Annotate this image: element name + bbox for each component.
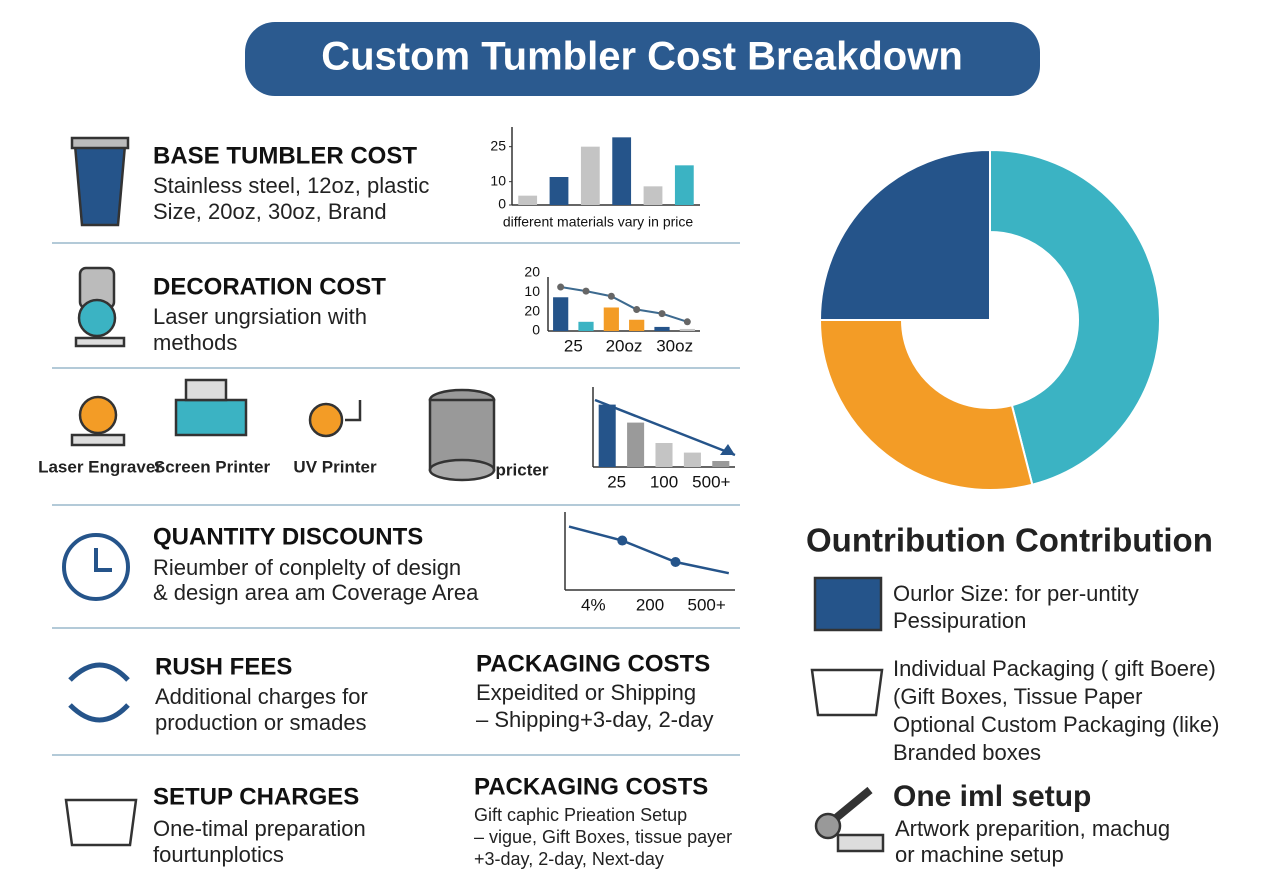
trend-point [658, 310, 666, 318]
donut-segment [818, 148, 991, 321]
section-text: Additional charges for [155, 684, 368, 709]
x-tick-label: 500+ [692, 472, 730, 491]
equipment-label: Laser Engraver [38, 457, 162, 476]
bar [612, 137, 632, 205]
y-tick-label: 25 [490, 137, 506, 153]
x-tick-label: 500+ [688, 595, 726, 614]
y-axis-label: 20 [524, 302, 540, 318]
x-tick-label: 30oz [656, 336, 693, 355]
section-text: – Shipping+3-day, 2-day [476, 707, 713, 732]
section-text: – vigue, Gift Boxes, tissue payer [474, 827, 732, 847]
trend-point [582, 287, 590, 295]
y-tick-label: 0 [498, 196, 506, 212]
contribution-heading: Ountribution Contribution [806, 522, 1213, 559]
bar [629, 319, 645, 331]
section-text: methods [153, 330, 237, 355]
bar [598, 404, 616, 467]
x-tick-label: 20oz [606, 336, 643, 355]
bar [553, 297, 569, 331]
section-heading: BASE TUMBLER COST [153, 142, 417, 169]
section-text: production or smades [155, 710, 367, 735]
section-text: +3-day, 2-day, Next-day [474, 849, 664, 869]
y-axis-label: 10 [524, 283, 540, 299]
x-tick-label: 25 [564, 336, 583, 355]
donut-segment [989, 148, 1162, 486]
section-text: Rieumber of conplelty of design [153, 555, 461, 580]
trend-point [683, 318, 691, 326]
bar [603, 307, 619, 331]
contribution-text: (Gift Boxes, Tissue Paper [893, 684, 1142, 709]
section-text: Laser ungrsiation with [153, 304, 367, 329]
donut-segment [818, 319, 1034, 492]
section-text: Size, 20oz, 30oz, Brand [153, 199, 387, 224]
trend-arrowhead [720, 444, 735, 455]
setup-heading: One iml setup [893, 780, 1091, 813]
y-axis-label: 20 [524, 264, 540, 280]
trend-point [607, 292, 615, 300]
title-banner [245, 22, 1040, 96]
bar [655, 443, 673, 467]
trend-point [557, 283, 565, 291]
bar [683, 452, 701, 467]
section-text: & design area am Coverage Area [153, 580, 479, 605]
section-text: Expeidited or Shipping [476, 680, 696, 705]
contribution-text: Individual Packaging ( gift Boere) [893, 656, 1216, 681]
line [568, 525, 730, 575]
section-heading: RUSH FEES [155, 653, 292, 680]
bar [518, 195, 538, 205]
equipment-label: Screen Printer [154, 457, 271, 476]
icons [62, 136, 885, 853]
trend-point [633, 306, 641, 314]
setup-text: Artwork preparition, machug [895, 816, 1170, 841]
x-tick-label: 200 [636, 595, 664, 614]
section-heading: PACKAGING COSTS [476, 650, 710, 677]
title: Custom Tumbler Cost Breakdown [321, 35, 963, 79]
bar [674, 165, 694, 205]
y-tick-label: 10 [490, 172, 506, 188]
section-heading: QUANTITY DISCOUNTS [153, 523, 423, 550]
x-tick-label: 25 [607, 472, 626, 491]
bar [712, 461, 730, 467]
bar [679, 328, 695, 331]
chart-caption: different materials vary in price [503, 214, 694, 230]
x-tick-label: 4% [581, 595, 606, 614]
line-point [670, 557, 681, 567]
section-text: fourtunplotics [153, 842, 284, 867]
section-text: Stainless steel, 12oz, plastic [153, 173, 429, 198]
setup-text: or machine setup [895, 842, 1064, 867]
section-heading: DECORATION COST [153, 273, 386, 300]
bar [549, 177, 569, 205]
trend-line [560, 286, 688, 323]
equipment-label: UV Printer [293, 457, 377, 476]
bar [580, 146, 600, 205]
line-point [617, 535, 628, 546]
bar [627, 422, 645, 467]
section-text: Gift caphic Prieation Setup [474, 805, 687, 825]
section-heading: PACKAGING COSTS [474, 773, 708, 800]
x-tick-label: 100 [650, 472, 678, 491]
bar [654, 326, 670, 331]
y-axis-label: 0 [532, 322, 540, 338]
contribution-text: Ourlor Size: for per-untity [893, 581, 1139, 606]
dividers [52, 242, 740, 756]
bar [643, 186, 663, 205]
trend-arrow [594, 398, 736, 457]
bar [578, 321, 594, 331]
equipment-label: pricter [496, 460, 549, 479]
contribution-text: Branded boxes [893, 740, 1041, 765]
contribution-text: Optional Custom Packaging (like) [893, 712, 1219, 737]
section-text: One-timal preparation [153, 816, 366, 841]
section-heading: SETUP CHARGES [153, 783, 359, 810]
contribution-text: Pessipuration [893, 608, 1026, 633]
